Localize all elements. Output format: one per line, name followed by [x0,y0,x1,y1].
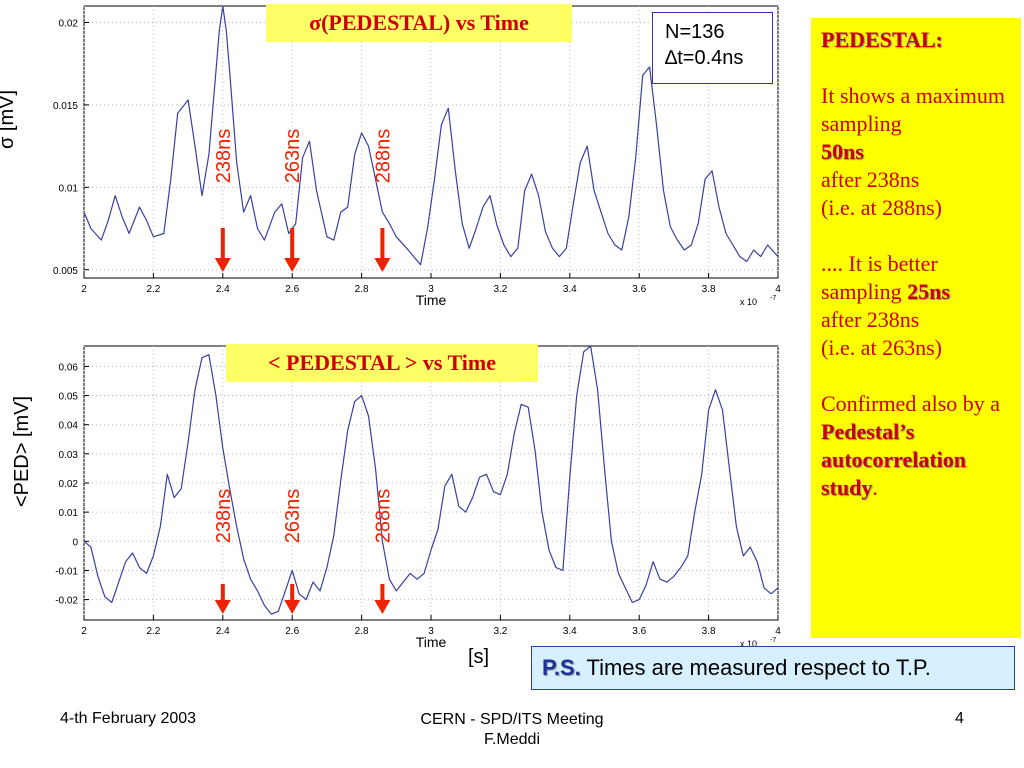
stats-dt: ∆t=0.4ns [665,47,744,69]
mean-y-tick-label: 0.06 [59,362,79,373]
mean-annotation-label: 288ns [372,489,394,544]
ps-text: Times are measured respect to T.P. [586,655,931,680]
mean-y-axis-title: <PED> [mV] [11,395,34,508]
sigma-annotation-label: 263ns [282,129,304,184]
footer-author: F.Meddi [483,731,541,748]
sigma-x-tick-label: 2 [81,284,87,295]
mean-annotation-arrowhead [284,600,301,614]
notes-p2-ie: (i.e. at 263ns) [821,335,942,360]
sigma-x-tick-label: 4 [775,284,781,295]
sigma-x-tick-label: 3.4 [563,284,577,295]
mean-y-tick-label: 0.04 [59,421,79,432]
mean-x-scale-exponent: -7 [770,637,776,644]
mean-x-tick-label: 2.4 [216,626,230,637]
sigma-x-tick-label: 2.4 [216,284,230,295]
sigma-chart-title: σ(PEDESTAL) vs Time [266,4,572,42]
notes-p3-pre: Confirmed also by a [821,391,1001,416]
mean-y-tick-label: 0 [72,537,78,548]
mean-x-tick-label: 3 [428,626,434,637]
sigma-x-tick-label: 3.2 [493,284,507,295]
mean-y-tick-label: 0.03 [59,450,79,461]
mean-x-axis-title: Time [416,634,447,650]
sigma-annotation-arrowhead [214,258,231,272]
pedestal-notes-panel: PEDESTAL: It shows a maximum sampling 50… [811,18,1021,638]
ps-note: P.S. Times are measured respect to T.P. [531,646,1015,690]
footer-date: 4-th February 2003 [60,710,197,727]
mean-x-scale-note: x 10 [740,639,757,649]
sigma-y-tick-label: 0.015 [53,101,78,112]
sigma-y-axis-title: σ [mV] [0,89,19,149]
sigma-x-tick-label: 3.6 [632,284,646,295]
mean-x-tick-label: 3.4 [563,626,577,637]
mean-chart-title: < PEDESTAL > vs Time [226,344,538,382]
mean-annotation-label: 263ns [282,489,304,544]
sigma-y-tick-label: 0.01 [59,183,79,194]
notes-paragraph-1: It shows a maximum sampling 50ns after 2… [821,82,1011,222]
stats-n: N=136 [665,21,725,43]
sigma-annotation-arrowhead [374,258,391,272]
notes-p1-bold: 50ns [821,139,864,164]
stats-box: N=136 ∆t=0.4ns [652,12,773,84]
sigma-annotation-arrowhead [284,258,301,272]
mean-x-tick-label: 3.6 [632,626,646,637]
mean-x-tick-label: 2.6 [285,626,299,637]
sigma-annotation-label: 238ns [213,129,235,184]
notes-p3-end: . [872,475,878,500]
notes-p1-pre: It shows a maximum sampling [821,83,1005,136]
sigma-y-tick-label: 0.02 [59,18,79,29]
sigma-x-tick-label: 2.6 [285,284,299,295]
notes-p3-bold: Pedestal’s autocorrelation study [821,419,967,500]
sigma-x-tick-label: 2.2 [146,284,160,295]
notes-paragraph-2: .... It is better sampling 25ns after 23… [821,250,1011,362]
mean-x-tick-label: 2 [81,626,87,637]
mean-annotation-label: 238ns [213,489,235,544]
notes-heading: PEDESTAL: [821,26,1011,54]
sigma-x-tick-label: 3.8 [702,284,716,295]
mean-annotation-arrowhead [214,600,231,614]
mean-y-tick-label: 0.01 [59,508,79,519]
footer-meeting: CERN - SPD/ITS Meeting F.Meddi [372,710,652,750]
notes-heading-text: PEDESTAL: [821,27,943,52]
mean-trace-line [83,345,779,615]
mean-y-tick-label: 0.02 [59,479,79,490]
sigma-y-tick-label: 0.005 [53,266,78,277]
x-unit-label: [s] [468,646,490,668]
footer-meeting-name: CERN - SPD/ITS Meeting [420,711,604,728]
mean-y-tick-label: 0.05 [59,392,79,403]
notes-p1-after: after 238ns [821,167,920,192]
mean-annotation-arrowhead [374,600,391,614]
mean-chart: 2 2.2 2.4 2.6 2.8 3 3.2 3.4 3.6 3.8 4 -0.02 -0.01 0 0.… [55,345,781,650]
sigma-x-scale-exponent: -7 [770,295,776,302]
mean-x-tick-label: 3.2 [493,626,507,637]
mean-x-tick-label: 4 [775,626,781,637]
sigma-trace-line [83,5,779,266]
mean-x-tick-label: 3.8 [702,626,716,637]
notes-p2-after: after 238ns [821,307,920,332]
notes-p2-pre: .... It is better sampling [821,251,938,304]
sigma-annotation-label: 288ns [372,129,394,184]
notes-paragraph-3: Confirmed also by a Pedestal’s autocorre… [821,390,1011,502]
sigma-x-tick-label: 3 [428,284,434,295]
sigma-x-axis-title: Time [416,292,447,308]
notes-p1-ie: (i.e. at 288ns) [821,195,942,220]
ps-label: P.S. [542,655,581,680]
mean-x-tick-label: 2.8 [355,626,369,637]
notes-p2-bold: 25ns [907,279,950,304]
sigma-x-tick-label: 2.8 [355,284,369,295]
mean-x-tick-label: 2.2 [146,626,160,637]
mean-y-tick-label: -0.01 [55,566,78,577]
sigma-x-scale-note: x 10 [740,297,757,307]
mean-y-tick-label: -0.02 [55,596,78,607]
footer-page-number: 4 [955,710,964,727]
